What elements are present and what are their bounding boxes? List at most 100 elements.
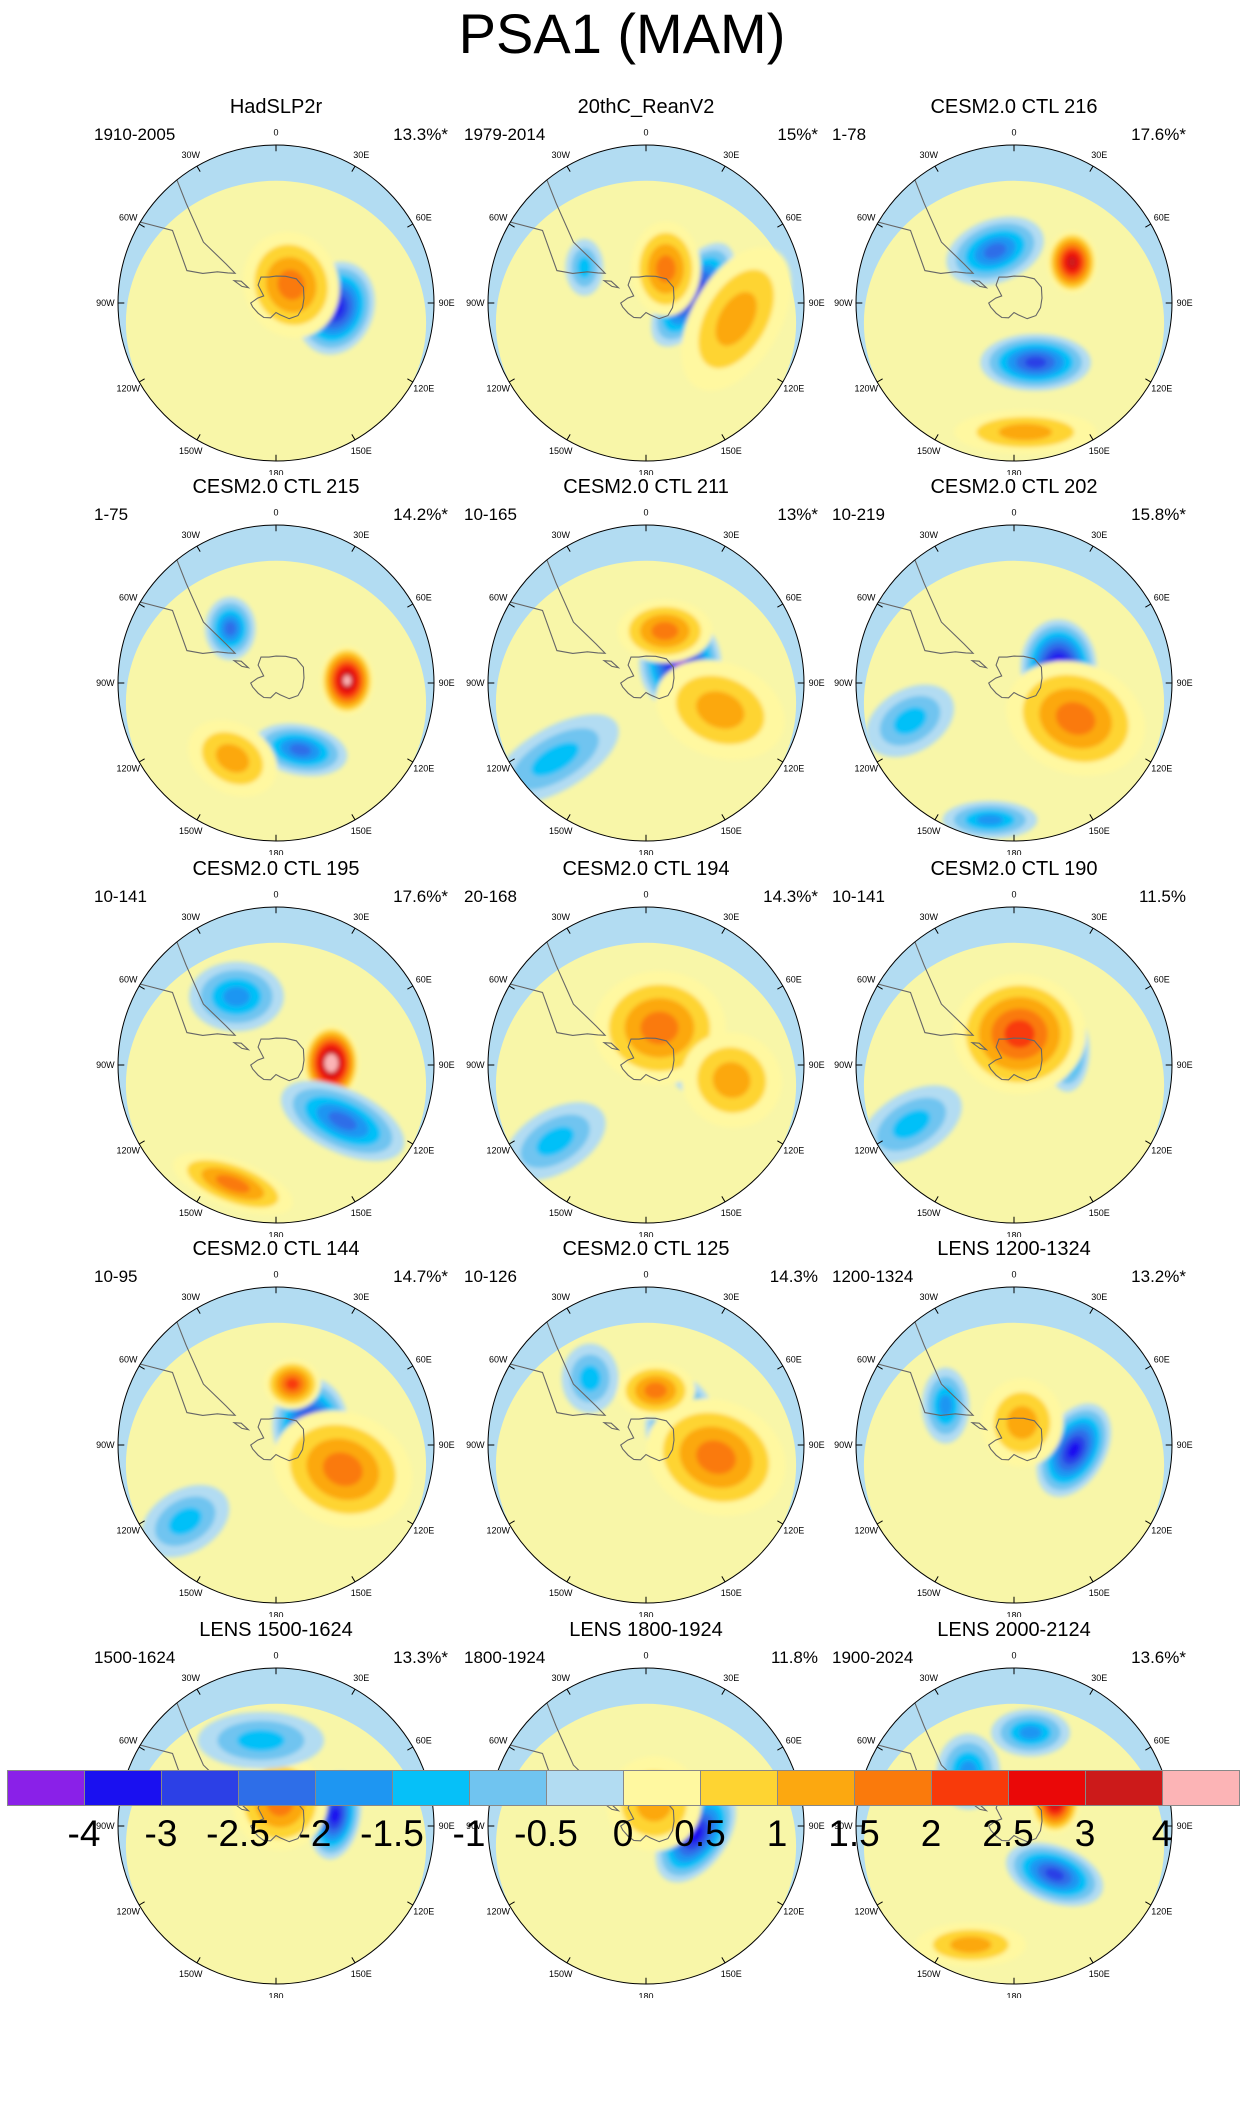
longitude-tick [508, 1901, 515, 1906]
longitude-tick [1089, 434, 1094, 441]
longitude-label: 180 [638, 1611, 653, 1617]
negative-anomaly-contour [223, 986, 250, 1007]
longitude-label: 30W [551, 1292, 570, 1302]
longitude-label: 30E [353, 1292, 369, 1302]
longitude-tick [721, 1196, 726, 1203]
panel-variance-percent: 17.6%* [1131, 125, 1186, 144]
positive-anomaly-contour [655, 255, 676, 283]
panel-title: CESM2.0 CTL 190 [930, 858, 1098, 880]
colorbar-labels: -4 -3 -2.5 -2 -1.5 -1 -0.5 0 0.5 1 1.5 2 2.5 3 4 [0, 1812, 1244, 1862]
positive-anomaly-contour [215, 1174, 250, 1193]
longitude-label: 150E [721, 1208, 742, 1218]
map-panel: LENS 1500-1624 1500-1624 13.3%* 0 30E 60E 90E 1… [90, 1618, 462, 1998]
positive-anomaly-contour [1004, 1020, 1035, 1048]
longitude-tick [721, 545, 726, 552]
longitude-tick [777, 1520, 784, 1525]
panel-variance-percent: 13.3%* [393, 125, 448, 144]
longitude-label: 30W [919, 912, 938, 922]
longitude-label: 60W [489, 975, 508, 985]
longitude-label: 60W [489, 593, 508, 603]
longitude-label: 120E [783, 1906, 804, 1916]
longitude-tick [138, 1140, 145, 1145]
colorbar-tick-label: 4 [1151, 1813, 1173, 1854]
longitude-tick [351, 165, 356, 172]
colorbar-tick-label: -1 [452, 1813, 486, 1854]
positive-anomaly-contour [644, 1382, 667, 1399]
panel-years: 10-95 [94, 1267, 138, 1286]
negative-anomaly-contour [224, 621, 237, 636]
south-america-coastline [970, 1042, 989, 1051]
longitude-label: 60W [857, 1736, 876, 1746]
positive-anomaly-contour [712, 1062, 751, 1099]
longitude-label: 90E [1177, 298, 1193, 308]
map-panel: HadSLP2r 1910-2005 13.3%* 0 30E 60E 90E 120E 150… [90, 95, 462, 475]
colorbar-swatch [469, 1770, 547, 1806]
positive-anomaly-contour [950, 1936, 992, 1954]
longitude-tick [196, 814, 201, 821]
antarctica-coastline [249, 1798, 305, 1843]
longitude-tick [876, 1746, 883, 1751]
negative-anomaly-contour [1045, 1868, 1064, 1881]
longitude-label: 60E [786, 213, 802, 223]
colorbar-tick-label: -2.5 [206, 1813, 270, 1854]
longitude-label: 90E [809, 678, 825, 688]
longitude-label: 120W [486, 1145, 510, 1155]
longitude-tick [1089, 814, 1094, 821]
map-panel: CESM2.0 CTL 216 1-78 17.6%* 0 30E 60E 90E 120E 1… [828, 95, 1200, 475]
panel-years: 1500-1624 [94, 1648, 176, 1667]
south-america-coastline [602, 1042, 621, 1051]
longitude-label: 60W [857, 1355, 876, 1365]
longitude-tick [1089, 927, 1094, 934]
longitude-label: 120W [854, 1906, 878, 1916]
longitude-label: 180 [638, 849, 653, 855]
longitude-tick [934, 814, 939, 821]
longitude-tick [777, 985, 784, 990]
longitude-tick [777, 1365, 784, 1370]
longitude-label: 120W [486, 1906, 510, 1916]
panel-variance-percent: 17.6%* [393, 887, 448, 906]
panel-years: 1910-2005 [94, 125, 176, 144]
longitude-tick [351, 1688, 356, 1695]
longitude-tick [407, 603, 414, 608]
panel-title: LENS 1500-1624 [199, 1619, 353, 1641]
longitude-label: 90W [834, 1821, 853, 1831]
south-america-coastline [232, 280, 251, 289]
longitude-label: 90E [439, 678, 455, 688]
longitude-label: 120W [116, 763, 140, 773]
colorbar-swatch [84, 1770, 162, 1806]
longitude-label: 90E [439, 1060, 455, 1070]
colorbar-swatch [777, 1770, 855, 1806]
longitude-label: 120W [854, 383, 878, 393]
longitude-tick [196, 1196, 201, 1203]
longitude-label: 150W [549, 1208, 573, 1218]
longitude-label: 30E [1091, 150, 1107, 160]
longitude-label: 150W [917, 1588, 941, 1598]
longitude-label: 60W [119, 1736, 138, 1746]
longitude-label: 120E [1151, 1525, 1172, 1535]
south-america-coastline [501, 171, 607, 274]
south-america-coastline [869, 551, 975, 654]
longitude-tick [1089, 165, 1094, 172]
longitude-label: 180 [268, 849, 283, 855]
longitude-tick [407, 223, 414, 228]
antarctica-coastline [619, 1037, 675, 1082]
panel-years: 10-165 [464, 505, 517, 524]
longitude-label: 150W [917, 826, 941, 836]
longitude-label: 90W [96, 1440, 115, 1450]
longitude-label: 30E [723, 1292, 739, 1302]
longitude-tick [721, 1688, 726, 1695]
longitude-label: 0 [643, 1269, 648, 1279]
colorbar-swatch [546, 1770, 624, 1806]
south-america-coastline [602, 1422, 621, 1431]
longitude-tick [566, 1196, 571, 1203]
longitude-label: 150E [721, 1969, 742, 1979]
longitude-label: 90W [834, 298, 853, 308]
longitude-label: 150E [721, 826, 742, 836]
longitude-tick [351, 814, 356, 821]
antarctica-coastline [249, 1037, 305, 1082]
longitude-label: 90W [466, 1821, 485, 1831]
negative-anomaly-contour [328, 1111, 357, 1131]
longitude-tick [566, 434, 571, 441]
longitude-label: 60E [416, 593, 432, 603]
longitude-tick [934, 1957, 939, 1964]
